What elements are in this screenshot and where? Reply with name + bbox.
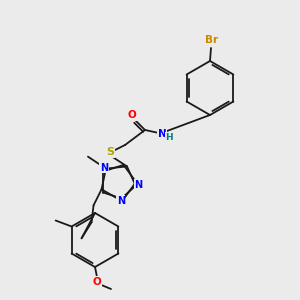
Text: N: N	[134, 180, 143, 190]
Text: N: N	[100, 163, 108, 172]
Text: O: O	[128, 110, 136, 120]
Text: O: O	[93, 277, 101, 287]
Text: Br: Br	[206, 35, 219, 45]
Text: N: N	[158, 129, 166, 139]
Text: H: H	[165, 133, 173, 142]
Text: N: N	[117, 196, 125, 206]
Text: S: S	[106, 147, 114, 157]
